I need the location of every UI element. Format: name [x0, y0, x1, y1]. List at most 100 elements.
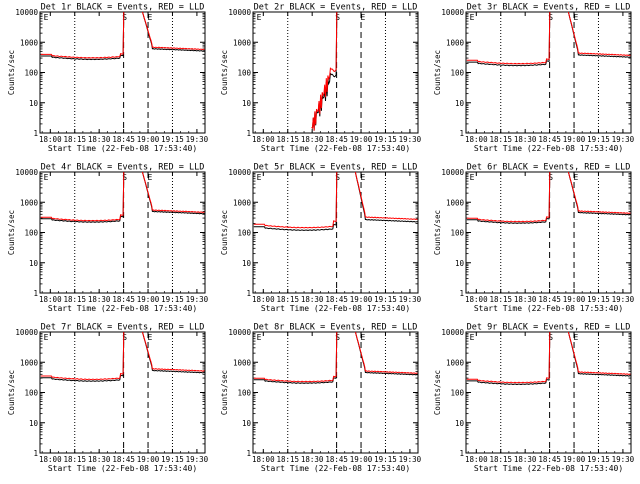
- lld-series-line: [466, 172, 631, 223]
- x-axis-label: Start Time (22-Feb-08 17:53:40): [261, 144, 410, 153]
- x-tick-label: 18:45: [538, 455, 561, 464]
- interval-marker: E: [574, 13, 579, 22]
- plot-frame: [465, 11, 632, 134]
- y-tick-label: 1: [33, 449, 38, 458]
- y-tick-label: 1000: [20, 358, 39, 367]
- y-tick-label: 100: [24, 229, 38, 238]
- x-tick-label: 18:15: [489, 295, 512, 304]
- x-axis-label: Start Time (22-Feb-08 17:53:40): [48, 144, 197, 153]
- y-tick-label: 10000: [441, 168, 464, 177]
- chart-title: Det 2r BLACK = Events, RED = LLD: [254, 3, 418, 13]
- interval-marker: S: [548, 13, 553, 22]
- interval-marker: E: [257, 13, 262, 22]
- x-tick-label: 18:15: [63, 295, 86, 304]
- x-tick-label: 18:00: [465, 455, 488, 464]
- chart-title: Det 8r BLACK = Events, RED = LLD: [254, 323, 418, 333]
- y-tick-label: 1000: [233, 358, 252, 367]
- x-tick-label: 18:30: [88, 135, 111, 144]
- x-tick-label: 18:30: [88, 295, 111, 304]
- chart-panel-4: Det 4r BLACK = Events, RED = LLD 1 10 100 10…: [7, 163, 209, 314]
- x-tick-label: 19:30: [186, 455, 209, 464]
- interval-marker: E: [470, 13, 475, 22]
- interval-marker: S: [122, 173, 127, 182]
- y-tick-label: 10: [455, 419, 465, 428]
- lld-series-line: [466, 332, 631, 384]
- y-tick-label: 10000: [441, 328, 464, 337]
- chart-panel-3: Det 3r BLACK = Events, RED = LLD 1 10 100 10…: [433, 3, 635, 154]
- interval-marker: E: [257, 173, 262, 182]
- y-tick-label: 1: [246, 289, 251, 298]
- x-tick-label: 19:00: [350, 135, 373, 144]
- x-tick-label: 19:15: [587, 135, 610, 144]
- interval-marker: E: [148, 333, 153, 342]
- y-axis-label: Counts/sec: [433, 210, 442, 255]
- x-tick-label: 18:45: [325, 455, 348, 464]
- events-series-line: [40, 12, 205, 61]
- interval-marker: E: [361, 13, 366, 22]
- y-tick-label: 10000: [228, 8, 251, 17]
- interval-marker: E: [44, 333, 49, 342]
- lld-series-line: [40, 12, 205, 59]
- x-tick-label: 19:30: [612, 455, 635, 464]
- x-tick-label: 18:00: [39, 455, 62, 464]
- x-axis-label: Start Time (22-Feb-08 17:53:40): [48, 304, 197, 313]
- x-tick-label: 19:00: [350, 455, 373, 464]
- y-tick-label: 100: [237, 389, 251, 398]
- chart-title: Det 6r BLACK = Events, RED = LLD: [467, 163, 631, 173]
- x-axis-label: Start Time (22-Feb-08 17:53:40): [474, 304, 623, 313]
- y-tick-label: 1: [459, 449, 464, 458]
- interval-marker: E: [470, 173, 475, 182]
- interval-marker: E: [44, 173, 49, 182]
- y-tick-label: 100: [237, 229, 251, 238]
- x-tick-label: 18:30: [301, 135, 324, 144]
- plot-frame: [252, 331, 419, 454]
- y-tick-label: 100: [24, 389, 38, 398]
- events-series-line: [40, 332, 205, 382]
- x-tick-label: 18:45: [325, 295, 348, 304]
- plot-frame: [39, 171, 206, 294]
- y-tick-label: 10: [455, 99, 465, 108]
- plot-frame: [39, 11, 206, 134]
- interval-marker: S: [335, 173, 340, 182]
- interval-marker: S: [548, 333, 553, 342]
- x-tick-label: 19:15: [161, 455, 184, 464]
- x-axis-label: Start Time (22-Feb-08 17:53:40): [48, 464, 197, 473]
- plot-frame: [252, 11, 419, 134]
- x-tick-label: 19:15: [374, 135, 397, 144]
- y-tick-label: 1000: [446, 38, 465, 47]
- x-axis-label: Start Time (22-Feb-08 17:53:40): [474, 144, 623, 153]
- events-series-line: [253, 332, 418, 384]
- y-tick-label: 10000: [228, 328, 251, 337]
- chart-title: Det 7r BLACK = Events, RED = LLD: [41, 323, 205, 333]
- x-tick-label: 18:45: [112, 455, 135, 464]
- y-axis-label: Counts/sec: [220, 370, 229, 415]
- x-tick-label: 19:15: [161, 295, 184, 304]
- y-tick-label: 1: [246, 129, 251, 138]
- x-tick-label: 19:30: [186, 295, 209, 304]
- y-tick-label: 1: [33, 129, 38, 138]
- x-tick-label: 19:15: [374, 295, 397, 304]
- x-tick-label: 18:00: [252, 295, 275, 304]
- y-axis-label: Counts/sec: [7, 50, 16, 95]
- y-tick-label: 100: [450, 229, 464, 238]
- plot-frame: [252, 171, 419, 294]
- events-series-line: [466, 12, 631, 67]
- plot-frame: [39, 331, 206, 454]
- x-tick-label: 18:30: [514, 455, 537, 464]
- y-tick-label: 1000: [20, 198, 39, 207]
- y-tick-label: 1000: [446, 358, 465, 367]
- y-tick-label: 1000: [446, 198, 465, 207]
- x-tick-label: 19:15: [587, 295, 610, 304]
- interval-marker: E: [574, 173, 579, 182]
- y-tick-label: 100: [24, 69, 38, 78]
- x-tick-label: 19:00: [137, 455, 160, 464]
- x-tick-label: 19:30: [612, 295, 635, 304]
- x-tick-label: 19:30: [399, 455, 422, 464]
- x-tick-label: 19:30: [399, 135, 422, 144]
- x-tick-label: 18:15: [489, 135, 512, 144]
- x-tick-label: 18:30: [301, 455, 324, 464]
- interval-marker: S: [548, 173, 553, 182]
- x-tick-label: 18:00: [252, 455, 275, 464]
- y-tick-label: 10: [29, 259, 39, 268]
